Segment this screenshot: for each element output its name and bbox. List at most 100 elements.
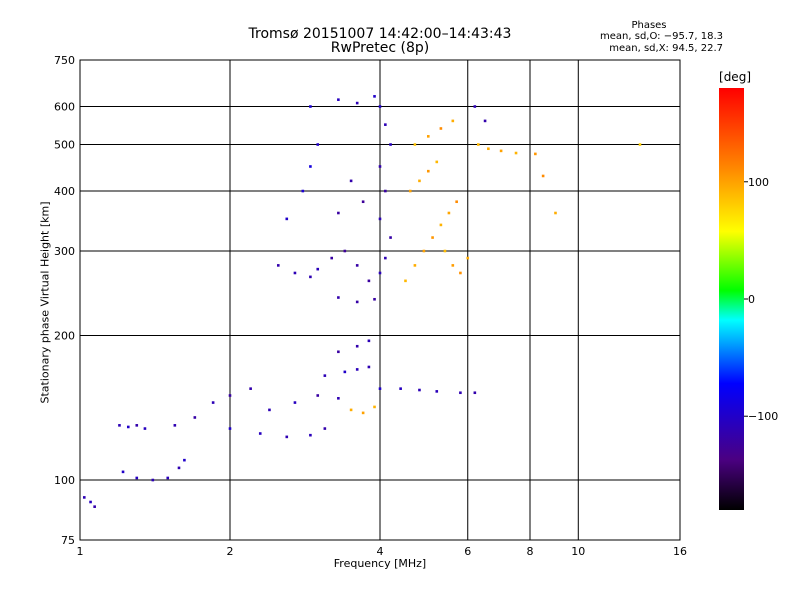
point-X bbox=[534, 152, 537, 156]
point-O bbox=[384, 123, 387, 126]
point-O bbox=[173, 424, 177, 427]
point-O bbox=[151, 478, 155, 482]
point-O bbox=[343, 249, 347, 253]
point-O bbox=[355, 368, 359, 371]
point-X bbox=[487, 147, 490, 151]
x-tick-label: 2 bbox=[227, 545, 234, 558]
point-X bbox=[404, 279, 407, 283]
y-tick-label: 500 bbox=[54, 139, 75, 152]
point-O bbox=[459, 391, 462, 395]
point-X bbox=[426, 169, 430, 173]
phases-annotation-x: mean, sd,X: 94.5, 22.7 bbox=[609, 43, 723, 54]
point-O bbox=[355, 344, 359, 348]
point-X bbox=[499, 149, 503, 153]
point-X bbox=[408, 189, 412, 193]
point-X bbox=[349, 408, 353, 412]
y-tick-label: 300 bbox=[54, 245, 75, 258]
point-O bbox=[249, 387, 252, 390]
point-O bbox=[389, 143, 392, 146]
point-O bbox=[355, 101, 359, 105]
y-tick-label: 200 bbox=[54, 330, 75, 343]
point-O bbox=[166, 476, 170, 480]
point-O bbox=[323, 427, 327, 430]
point-O bbox=[293, 401, 297, 404]
point-O bbox=[143, 427, 147, 430]
point-X bbox=[426, 135, 430, 138]
grid-lines bbox=[80, 60, 680, 540]
point-X bbox=[435, 160, 439, 164]
point-O bbox=[323, 374, 327, 377]
point-O bbox=[228, 394, 232, 397]
point-X bbox=[413, 143, 417, 146]
point-O bbox=[228, 427, 232, 430]
point-O bbox=[384, 256, 387, 260]
point-O bbox=[378, 271, 382, 275]
point-O bbox=[93, 505, 96, 508]
point-O bbox=[355, 300, 359, 304]
point-X bbox=[439, 223, 443, 227]
point-X bbox=[451, 264, 455, 267]
point-O bbox=[193, 416, 197, 419]
point-O bbox=[337, 397, 340, 400]
point-O bbox=[330, 256, 334, 260]
point-X bbox=[554, 211, 557, 215]
point-O bbox=[355, 264, 359, 267]
point-O bbox=[118, 424, 121, 427]
point-O bbox=[337, 350, 340, 354]
point-O bbox=[183, 458, 186, 462]
colorbar-bracket-right: ] bbox=[746, 70, 751, 84]
point-O bbox=[316, 394, 320, 397]
point-O bbox=[316, 143, 320, 146]
point-O bbox=[316, 267, 320, 271]
x-tick-label: 6 bbox=[464, 545, 471, 558]
point-O bbox=[293, 271, 297, 275]
point-O bbox=[389, 236, 392, 239]
colorbar bbox=[719, 88, 744, 510]
y-tick-label: 75 bbox=[61, 534, 75, 547]
data-points bbox=[82, 95, 642, 508]
point-O bbox=[367, 339, 371, 343]
chart-subtitle: RwPretec (8p) bbox=[330, 40, 430, 56]
x-tick-label: 4 bbox=[377, 545, 384, 558]
phases-annotation-title: Phases bbox=[631, 20, 667, 31]
colorbar-label: [deg] bbox=[719, 70, 751, 84]
point-O bbox=[135, 476, 139, 480]
point-X bbox=[373, 405, 376, 409]
point-O bbox=[121, 470, 125, 474]
point-O bbox=[373, 95, 376, 98]
point-O bbox=[337, 296, 340, 299]
point-O bbox=[473, 391, 477, 395]
point-O bbox=[309, 165, 312, 168]
chart-title: Tromsø 20151007 14:42:00–14:43:43 bbox=[248, 26, 512, 42]
point-O bbox=[309, 105, 312, 108]
point-X bbox=[361, 411, 365, 415]
point-O bbox=[301, 189, 305, 193]
point-X bbox=[443, 249, 447, 253]
point-O bbox=[268, 408, 271, 412]
point-O bbox=[378, 387, 382, 390]
point-O bbox=[276, 264, 280, 267]
plot-frame bbox=[79, 59, 681, 541]
point-O bbox=[361, 200, 365, 204]
point-X bbox=[431, 236, 434, 239]
point-O bbox=[349, 179, 353, 183]
point-X bbox=[477, 143, 480, 146]
point-O bbox=[473, 105, 477, 108]
point-X bbox=[541, 174, 545, 178]
x-tick-label: 1 bbox=[77, 545, 84, 558]
point-O bbox=[309, 433, 312, 437]
colorbar-tick-label: −100 bbox=[748, 410, 778, 423]
point-X bbox=[422, 249, 426, 253]
point-X bbox=[418, 179, 421, 183]
point-O bbox=[82, 496, 86, 499]
point-O bbox=[367, 365, 371, 369]
point-X bbox=[439, 127, 443, 130]
point-X bbox=[451, 119, 455, 123]
point-O bbox=[337, 211, 340, 215]
colorbar-bracket-left: [ bbox=[719, 70, 724, 84]
x-tick-label: 10 bbox=[571, 545, 585, 558]
phases-annotation-o: mean, sd,O: −95.7, 18.3 bbox=[600, 31, 723, 42]
point-O bbox=[378, 217, 382, 221]
point-X bbox=[514, 151, 518, 155]
